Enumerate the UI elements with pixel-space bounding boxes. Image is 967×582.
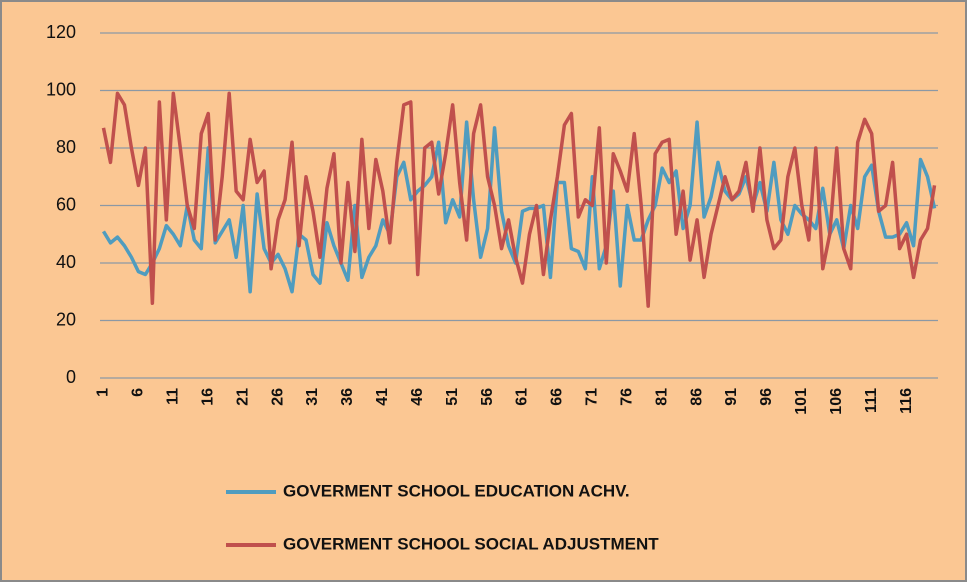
y-tick-label: 0 bbox=[66, 367, 76, 387]
x-tick-label: 106 bbox=[828, 388, 845, 415]
x-tick-label: 86 bbox=[688, 388, 705, 406]
y-tick-label: 20 bbox=[56, 309, 76, 329]
legend-label: GOVERMENT SCHOOL EDUCATION ACHV. bbox=[283, 481, 630, 500]
x-tick-label: 71 bbox=[584, 388, 601, 406]
x-tick-label: 41 bbox=[374, 388, 391, 406]
x-tick-label: 11 bbox=[165, 388, 182, 405]
x-tick-label: 16 bbox=[199, 388, 216, 406]
x-tick-label: 46 bbox=[409, 388, 426, 406]
y-tick-label: 100 bbox=[46, 79, 76, 99]
x-tick-label: 101 bbox=[793, 388, 810, 415]
x-tick-label: 66 bbox=[549, 388, 566, 406]
x-tick-label: 81 bbox=[653, 388, 670, 406]
x-tick-label: 36 bbox=[339, 388, 356, 406]
y-tick-label: 60 bbox=[56, 194, 76, 214]
x-tick-label: 61 bbox=[514, 388, 531, 406]
series-line bbox=[101, 91, 937, 308]
x-tick-label: 116 bbox=[898, 388, 915, 414]
y-tick-label: 120 bbox=[46, 22, 76, 42]
series-line bbox=[101, 120, 937, 294]
y-tick-label: 80 bbox=[56, 137, 76, 157]
x-tick-label: 31 bbox=[304, 388, 321, 406]
x-tick-label: 51 bbox=[444, 388, 461, 406]
x-tick-label: 56 bbox=[479, 388, 496, 406]
x-tick-label: 96 bbox=[758, 388, 775, 406]
x-tick-label: 111 bbox=[863, 388, 880, 413]
x-tick-label: 21 bbox=[234, 388, 251, 406]
x-tick-label: 76 bbox=[618, 388, 635, 406]
y-tick-label: 40 bbox=[56, 252, 76, 272]
x-tick-label: 91 bbox=[723, 388, 740, 406]
x-tick-label: 1 bbox=[95, 388, 112, 397]
legend-label: GOVERMENT SCHOOL SOCIAL ADJUSTMENT bbox=[283, 534, 659, 553]
x-tick-label: 6 bbox=[130, 388, 147, 397]
x-tick-label: 26 bbox=[269, 388, 286, 406]
